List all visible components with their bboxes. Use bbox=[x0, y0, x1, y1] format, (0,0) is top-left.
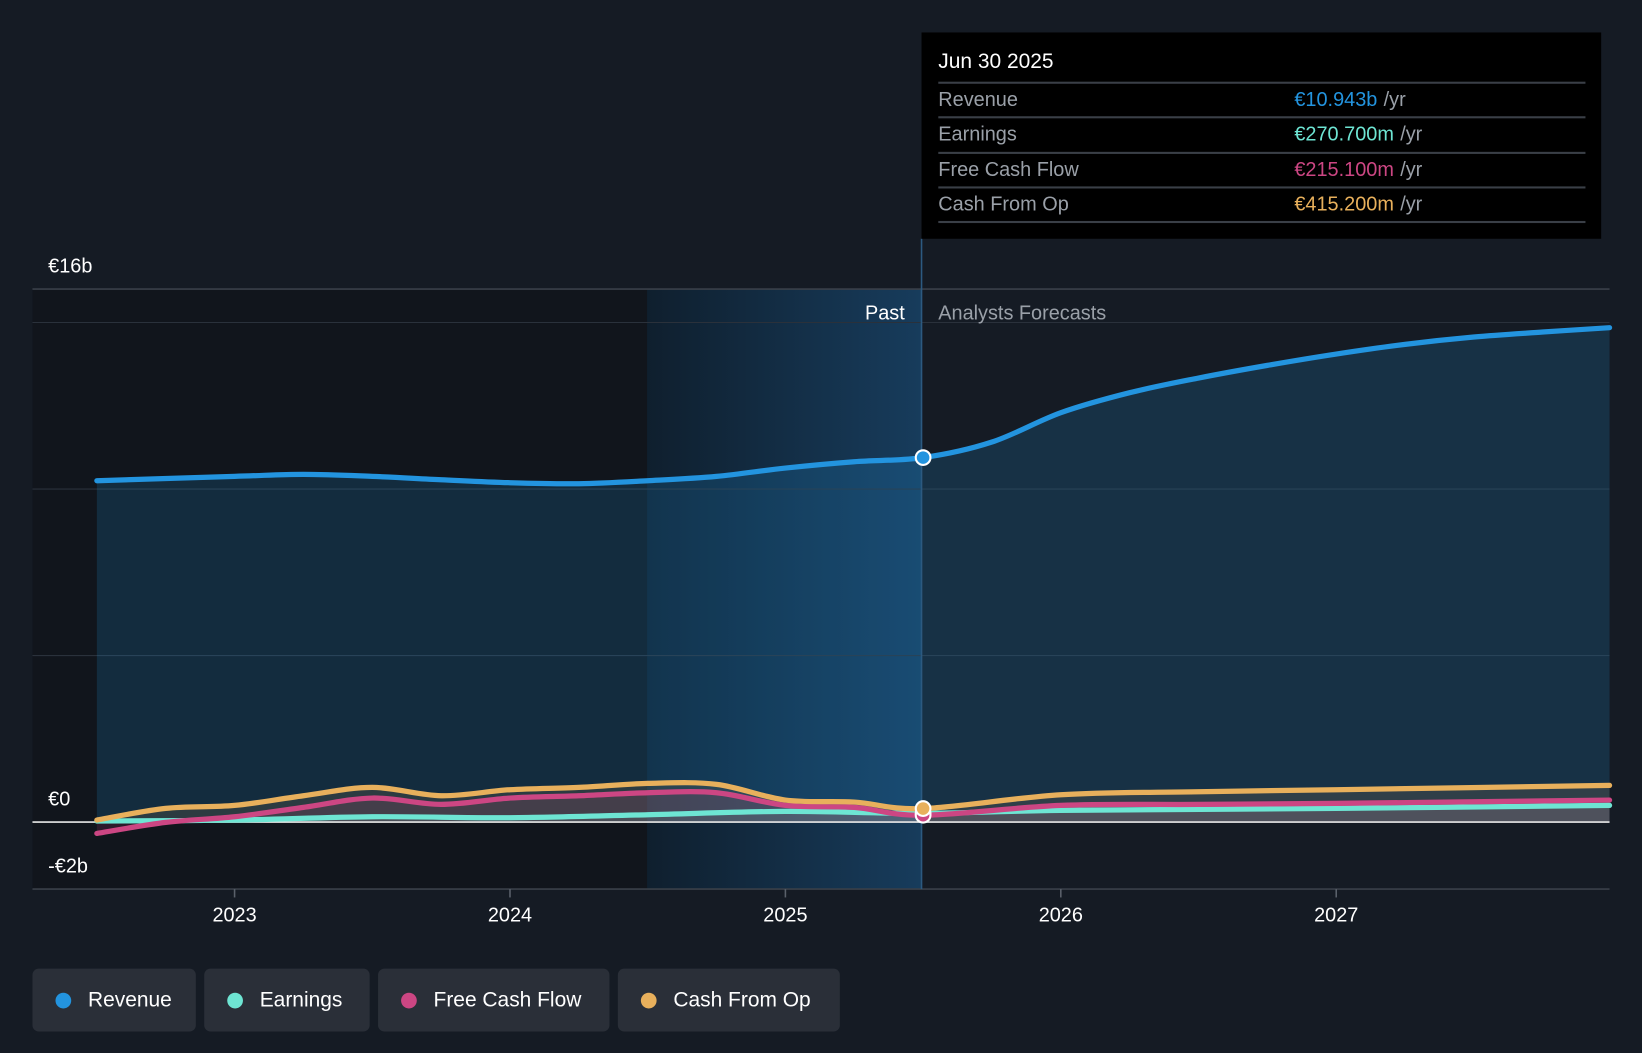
cash-from-op-marker bbox=[914, 800, 932, 817]
tooltip-unit: /yr bbox=[1400, 193, 1423, 216]
tooltip-label: Free Cash Flow bbox=[938, 159, 1079, 182]
tooltip-value: €10.943b bbox=[1294, 89, 1378, 112]
tooltip: Jun 30 2025 Revenue €10.943b/yr Earnings… bbox=[921, 32, 1602, 239]
cash-from-op-line bbox=[94, 780, 1613, 823]
revenue-marker bbox=[914, 449, 932, 466]
earnings-line bbox=[94, 802, 1613, 824]
x-tick-label: 2027 bbox=[1314, 905, 1358, 927]
tooltip-row-revenue: Revenue €10.943b/yr bbox=[938, 81, 1586, 119]
y-tick-label: €0 bbox=[48, 788, 70, 810]
legend-item-revenue[interactable]: Revenue bbox=[32, 968, 196, 1032]
free-cash-flow-dot-icon bbox=[401, 992, 417, 1009]
revenue-line bbox=[94, 325, 1613, 487]
tooltip-unit: /yr bbox=[1400, 159, 1423, 182]
legend-item-earnings[interactable]: Earnings bbox=[204, 968, 370, 1032]
tooltip-row-earnings: Earnings €270.700m/yr bbox=[938, 116, 1586, 153]
tooltip-row-free-cash-flow: Free Cash Flow €215.100m/yr bbox=[938, 151, 1586, 189]
legend-label: Cash From Op bbox=[673, 988, 811, 1012]
tooltip-label: Revenue bbox=[938, 89, 1018, 112]
x-tick-label: 2023 bbox=[212, 905, 256, 927]
revenue-dot-icon bbox=[55, 992, 72, 1009]
tooltip-unit: /yr bbox=[1400, 123, 1423, 146]
revenue-area bbox=[96, 327, 1610, 823]
legend-label: Free Cash Flow bbox=[433, 988, 582, 1012]
tooltip-divider bbox=[938, 220, 1586, 224]
legend-label: Revenue bbox=[87, 988, 172, 1012]
tooltip-value: €270.700m bbox=[1294, 123, 1394, 146]
free-cash-flow-line bbox=[94, 789, 1613, 837]
legend-item-cash-from-op[interactable]: Cash From Op bbox=[617, 968, 840, 1032]
tooltip-date: Jun 30 2025 bbox=[938, 50, 1054, 74]
gridlines bbox=[32, 288, 1610, 890]
y-tick-label: €16b bbox=[48, 255, 92, 277]
tooltip-value: €215.100m bbox=[1294, 159, 1394, 182]
y-tick-label: -€2b bbox=[48, 855, 88, 877]
tooltip-value: €415.200m bbox=[1294, 193, 1394, 216]
past-year-highlight bbox=[647, 289, 922, 890]
x-tick-label: 2025 bbox=[763, 905, 807, 927]
x-tick-label: 2026 bbox=[1039, 905, 1083, 927]
cash-from-op-dot-icon bbox=[640, 992, 657, 1009]
tooltip-label: Cash From Op bbox=[938, 193, 1069, 216]
tooltip-unit: /yr bbox=[1383, 89, 1406, 112]
legend-label: Earnings bbox=[259, 988, 343, 1012]
forecast-label: Analysts Forecasts bbox=[938, 302, 1106, 324]
legend-item-free-cash-flow[interactable]: Free Cash Flow bbox=[378, 968, 610, 1032]
earnings-dot-icon bbox=[227, 992, 243, 1009]
tooltip-row-cash-from-op: Cash From Op €415.200m/yr bbox=[938, 186, 1586, 223]
x-tick-label: 2024 bbox=[488, 905, 532, 927]
tooltip-label: Earnings bbox=[938, 123, 1017, 146]
past-label: Past bbox=[865, 302, 905, 324]
